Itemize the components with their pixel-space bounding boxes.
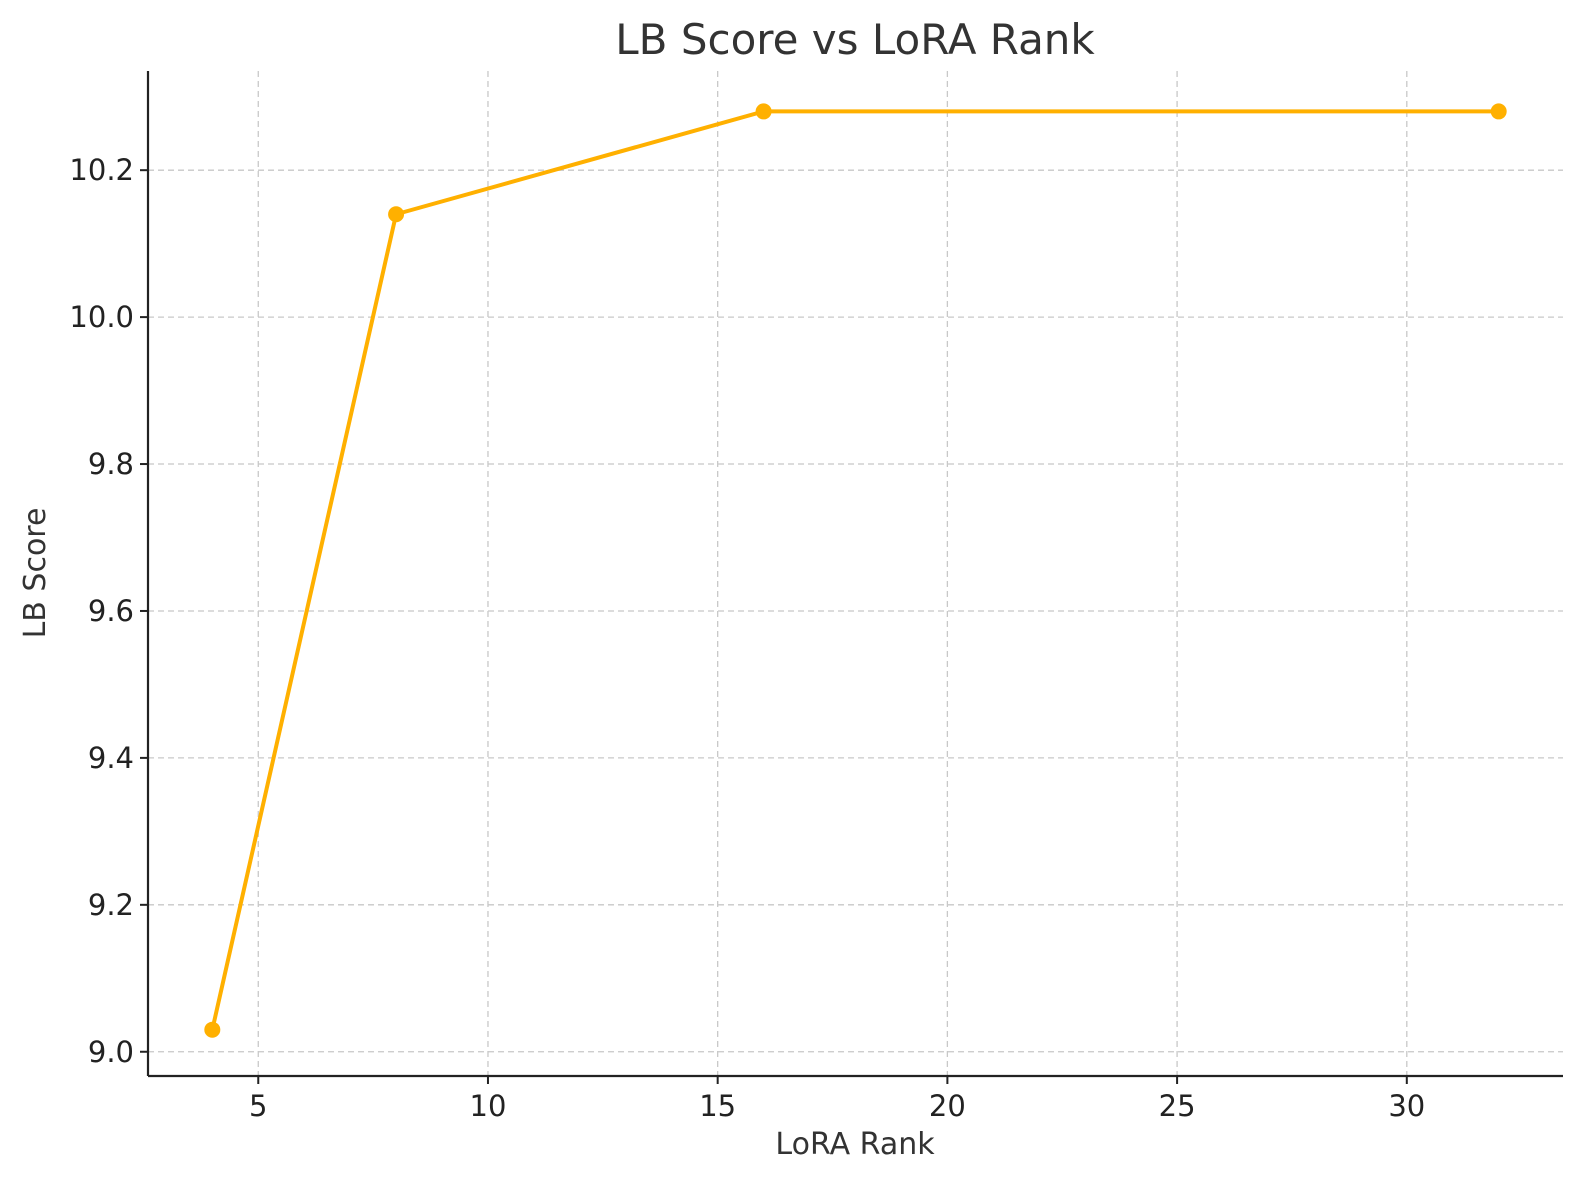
y-axis-ticks: 9.0 9.2 9.4 9.6 9.8 10.0 10.2 — [69, 153, 148, 1069]
y-tick-label: 9.8 — [88, 447, 134, 481]
y-axis-label: LB Score — [18, 508, 53, 639]
y-tick-label: 9.4 — [88, 741, 134, 775]
series — [204, 103, 1507, 1038]
y-tick-label: 10.0 — [69, 300, 134, 334]
grid — [148, 71, 1563, 1076]
x-tick-label: 10 — [470, 1089, 507, 1123]
y-tick-label: 10.2 — [69, 153, 134, 187]
data-point — [1490, 103, 1507, 120]
x-tick-label: 20 — [929, 1089, 966, 1123]
axes — [146, 71, 1563, 1078]
series-line — [210, 109, 1501, 1032]
x-tick-label: 5 — [249, 1089, 267, 1123]
y-tick-label: 9.2 — [88, 888, 134, 922]
chart-title: LB Score vs LoRA Rank — [615, 15, 1095, 64]
data-point — [755, 103, 772, 120]
y-tick-label: 9.0 — [88, 1035, 134, 1069]
x-tick-label: 30 — [1388, 1089, 1425, 1123]
data-point — [204, 1021, 221, 1038]
data-point — [388, 206, 405, 223]
x-axis-label: LoRA Rank — [775, 1127, 935, 1162]
x-axis-ticks: 5 10 15 20 25 30 — [249, 1076, 1425, 1123]
y-tick-label: 9.6 — [88, 594, 134, 628]
x-tick-label: 15 — [699, 1089, 736, 1123]
x-tick-label: 25 — [1159, 1089, 1196, 1123]
